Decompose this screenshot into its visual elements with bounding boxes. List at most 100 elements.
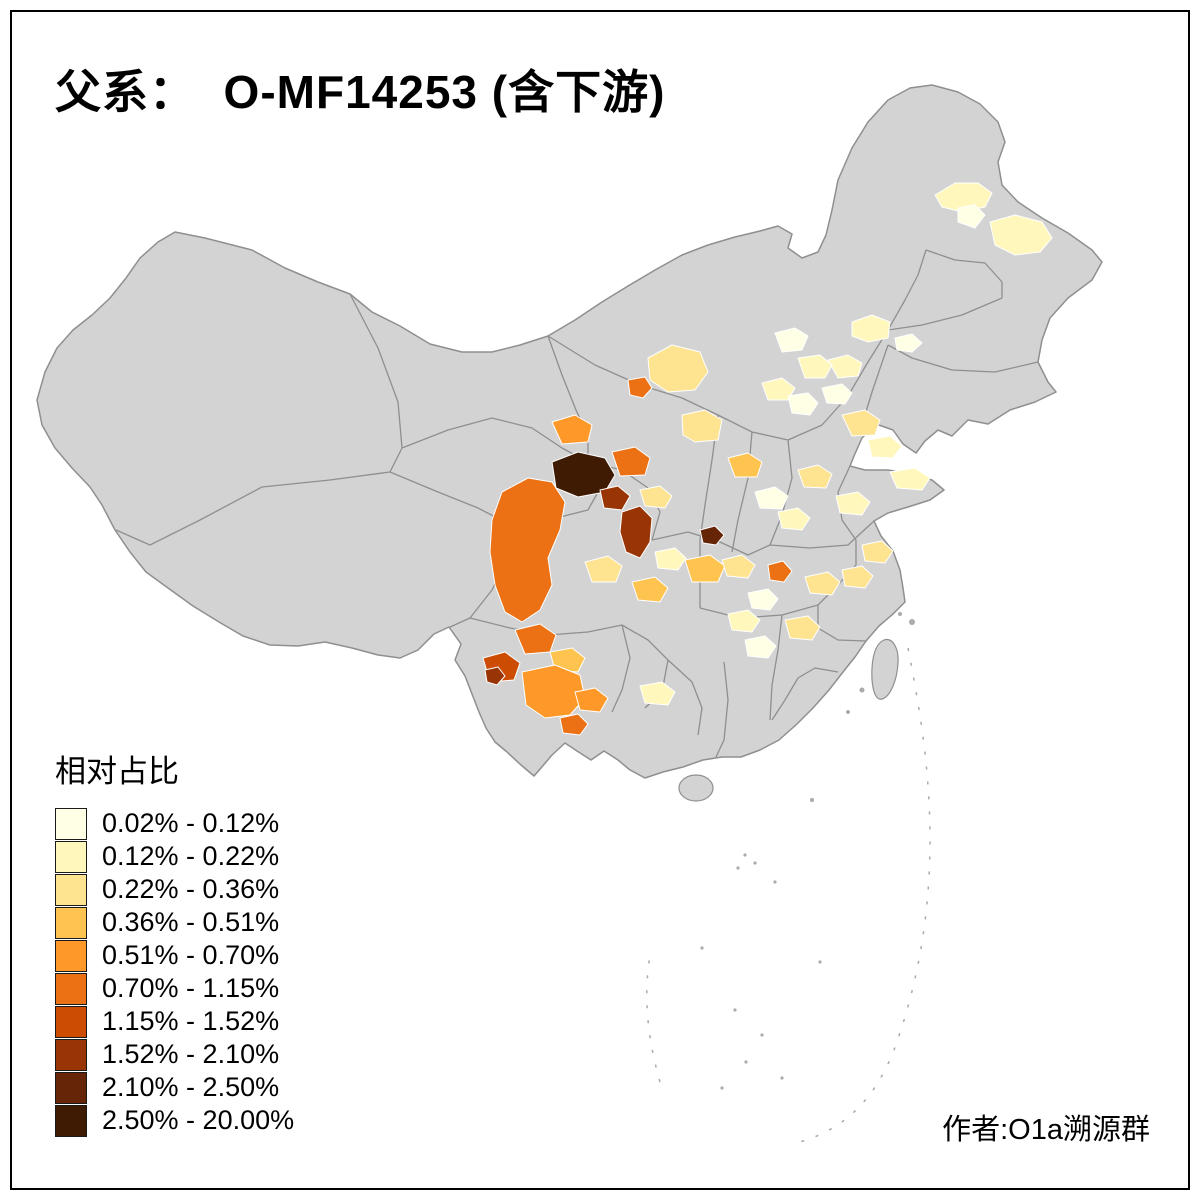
legend-item: 0.22% - 0.36% — [55, 873, 294, 906]
map-region — [631, 576, 669, 603]
legend-swatch — [55, 1104, 87, 1137]
map-region — [599, 485, 631, 511]
map-region — [754, 486, 789, 510]
legend-swatch — [55, 939, 87, 972]
attribution-text: 作者:O1a溯源群 — [942, 1114, 1150, 1146]
map-region — [721, 554, 756, 579]
hainan-island — [678, 774, 714, 802]
map-region — [841, 409, 881, 437]
legend-swatch — [55, 906, 87, 939]
map-region — [777, 507, 811, 531]
map-region — [774, 327, 809, 353]
page-title: 父系： O-MF14253 (含下游) — [55, 66, 666, 118]
map-region — [861, 540, 894, 564]
legend-item: 1.15% - 1.52% — [55, 1005, 294, 1038]
legend-item: 0.70% - 1.15% — [55, 972, 294, 1005]
map-region — [654, 547, 687, 571]
map-region — [639, 681, 676, 706]
legend-range-label: 0.12% - 0.22% — [102, 841, 280, 871]
legend-range-label: 0.51% - 0.70% — [102, 940, 280, 970]
islet-dot — [773, 880, 777, 884]
legend-range-label: 2.50% - 20.00% — [102, 1105, 295, 1135]
map-region — [804, 571, 841, 596]
map-region — [989, 214, 1053, 256]
legend-item: 0.12% - 0.22% — [55, 840, 294, 873]
legend-swatch — [55, 1038, 87, 1071]
map-region — [744, 635, 777, 659]
islet-dot — [733, 1008, 737, 1012]
legend-range-label: 1.52% - 2.10% — [102, 1039, 280, 1069]
map-region — [514, 623, 557, 655]
map-region — [684, 554, 726, 583]
islet-dot — [780, 1076, 784, 1080]
legend-range-label: 2.10% - 2.50% — [102, 1072, 280, 1102]
map-region — [611, 446, 651, 477]
legend-swatch — [55, 840, 87, 873]
legend-swatch — [55, 807, 87, 840]
legend-swatch — [55, 873, 87, 906]
south-china-sea-islets — [700, 612, 915, 1090]
legend-item: 0.51% - 0.70% — [55, 939, 294, 972]
legend-item: 2.50% - 20.00% — [55, 1104, 294, 1137]
map-region — [797, 464, 833, 489]
legend-item: 1.52% - 2.10% — [55, 1038, 294, 1071]
map-region — [957, 204, 986, 229]
legend-range-label: 0.36% - 0.51% — [102, 907, 280, 937]
map-region — [551, 414, 593, 445]
map-region — [841, 565, 874, 589]
map-region — [784, 615, 821, 641]
legend-swatch — [55, 1005, 87, 1038]
map-region — [551, 451, 616, 498]
map-region — [835, 491, 871, 516]
islet-dot — [810, 798, 814, 802]
map-region — [681, 409, 723, 443]
legend: 相对占比 0.02% - 0.12% 0.12% - 0.22% 0.22% -… — [55, 746, 294, 1137]
islet-dot — [753, 861, 757, 865]
colored-prefecture-regions — [482, 182, 1053, 736]
map-region — [584, 555, 623, 583]
taiwan-island — [871, 638, 899, 700]
islet-dot — [909, 619, 915, 625]
map-region — [699, 525, 725, 546]
map-region — [627, 376, 653, 399]
islet-dot — [760, 1033, 764, 1037]
map-region — [787, 392, 819, 416]
islet-dot — [898, 612, 902, 616]
map-region — [797, 354, 833, 379]
map-region — [821, 383, 853, 405]
map-region — [647, 344, 709, 393]
map-region — [934, 182, 993, 213]
map-region — [639, 485, 673, 509]
map-region — [559, 713, 589, 736]
legend-title: 相对占比 — [55, 754, 179, 789]
map-region — [894, 333, 923, 353]
map-region — [727, 452, 763, 478]
legend-item: 2.10% - 2.50% — [55, 1071, 294, 1104]
legend-item: 0.36% - 0.51% — [55, 906, 294, 939]
map-region — [619, 505, 653, 559]
islet-dot — [743, 853, 747, 857]
islet-dot — [818, 960, 822, 964]
islet-dot — [744, 1060, 748, 1064]
map-region — [521, 664, 586, 719]
map-region — [574, 687, 609, 713]
map-region — [767, 560, 793, 583]
islet-dot — [720, 1086, 724, 1090]
map-region — [827, 354, 863, 379]
legend-range-label: 0.02% - 0.12% — [102, 808, 280, 838]
map-region — [747, 588, 779, 611]
map-region — [727, 609, 761, 633]
legend-swatch — [55, 1071, 87, 1104]
legend-range-label: 1.15% - 1.52% — [102, 1006, 280, 1036]
legend-range-label: 0.70% - 1.15% — [102, 973, 280, 1003]
islet-dot — [700, 946, 704, 950]
map-region — [761, 377, 796, 401]
legend-swatch — [55, 972, 87, 1005]
islet-dot — [859, 687, 865, 693]
map-region — [489, 477, 566, 623]
map-region — [889, 467, 931, 491]
islet-dot — [736, 866, 740, 870]
legend-item: 0.02% - 0.12% — [55, 807, 294, 840]
legend-range-label: 0.22% - 0.36% — [102, 874, 280, 904]
